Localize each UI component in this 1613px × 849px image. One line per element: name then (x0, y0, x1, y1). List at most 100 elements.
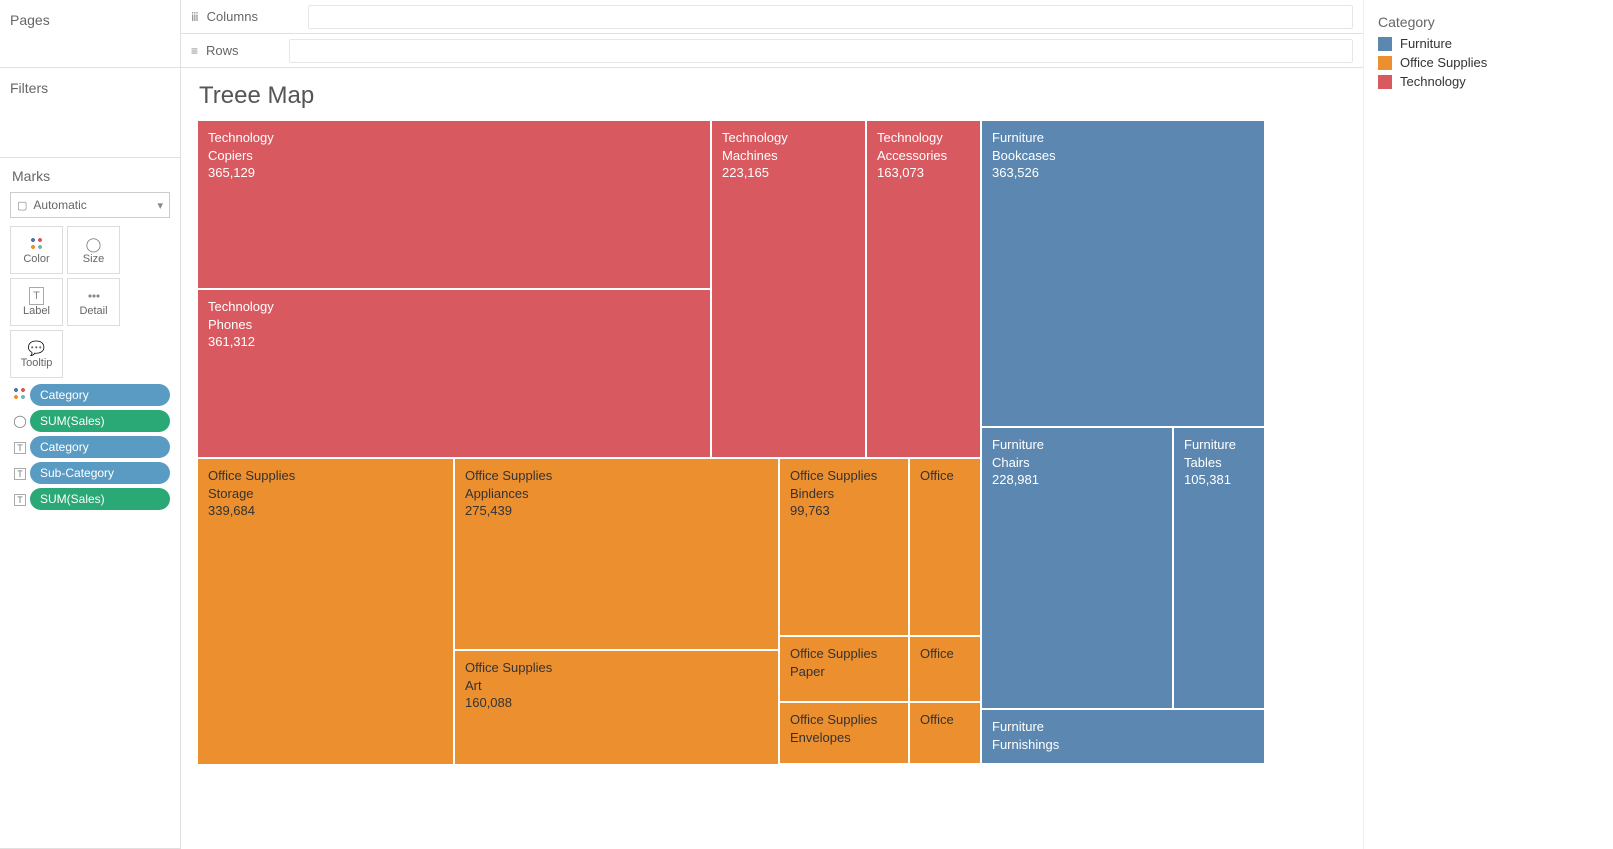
mark-tool-label[interactable]: T Label (10, 278, 63, 326)
cell-subcategory: Machines (722, 147, 855, 165)
columns-icon: ⅲ (191, 10, 199, 24)
cell-subcategory: Bookcases (992, 147, 1254, 165)
treemap-cell[interactable]: FurnitureBookcases363,526 (981, 120, 1265, 427)
cell-value: 365,129 (208, 164, 700, 182)
mark-pill[interactable]: T Sub-Category (10, 462, 170, 484)
pill-type-icon (10, 387, 30, 404)
mark-tool-tooltip[interactable]: 💬 Tooltip (10, 330, 63, 378)
treemap-cell[interactable]: FurnitureTables105,381 (1173, 427, 1265, 709)
cell-subcategory: Furnishings (992, 736, 1254, 754)
cell-category: Furniture (992, 129, 1254, 147)
cell-category: Furniture (992, 436, 1162, 454)
mark-pill[interactable]: Category (10, 384, 170, 406)
treemap-cell[interactable]: FurnitureChairs228,981 (981, 427, 1173, 709)
size-icon: ◯ (86, 235, 102, 253)
treemap-cell[interactable]: TechnologyPhones361,312 (197, 289, 711, 458)
mark-tool-size[interactable]: ◯ Size (67, 226, 120, 274)
color-icon (30, 235, 44, 253)
legend-item-label: Technology (1400, 74, 1466, 89)
mark-pills: Category◯ SUM(Sales)T CategoryT Sub-Cate… (10, 384, 170, 510)
mark-type-label: Automatic (33, 198, 86, 212)
legend-item[interactable]: Furniture (1378, 36, 1599, 51)
mark-tool-detail[interactable]: Detail (67, 278, 120, 326)
legend-item[interactable]: Technology (1378, 74, 1599, 89)
treemap-cell[interactable]: TechnologyCopiers365,129 (197, 120, 711, 289)
pill-type-icon: T (10, 466, 30, 480)
treemap-cell[interactable]: Office (909, 636, 981, 702)
cell-subcategory: Appliances (465, 485, 768, 503)
treemap-cell[interactable]: Office SuppliesBinders99,763 (779, 458, 909, 636)
marks-panel: Marks ▢ Automatic ▾ Color ◯ Size T Label (0, 158, 180, 849)
rows-dropzone[interactable] (289, 39, 1353, 63)
cell-category: Office Supplies (465, 659, 768, 677)
square-icon: ▢ (17, 199, 27, 212)
treemap-cell[interactable]: TechnologyAccessories163,073 (866, 120, 981, 458)
treemap-cell[interactable]: Office (909, 702, 981, 764)
legend-item[interactable]: Office Supplies (1378, 55, 1599, 70)
treemap-cell[interactable]: Office SuppliesStorage339,684 (197, 458, 454, 765)
legend-swatch (1378, 75, 1392, 89)
cell-category: Technology (722, 129, 855, 147)
legend-item-label: Office Supplies (1400, 55, 1487, 70)
mark-tool-label-label: Label (23, 305, 50, 317)
cell-value: 160,088 (465, 694, 768, 712)
treemap-chart[interactable]: TechnologyCopiers365,129TechnologyPhones… (197, 120, 1267, 765)
treemap-cell[interactable]: TechnologyMachines223,165 (711, 120, 866, 458)
treemap-cell[interactable]: FurnitureFurnishings (981, 709, 1265, 764)
filters-panel[interactable]: Filters (0, 68, 180, 158)
cell-subcategory: Envelopes (790, 729, 898, 747)
pages-panel[interactable]: Pages (0, 0, 180, 68)
marks-title: Marks (10, 168, 170, 184)
pill-label: Category (30, 384, 170, 406)
pill-type-icon: T (10, 492, 30, 506)
cell-category: Office (920, 711, 970, 729)
cell-category: Office Supplies (790, 645, 898, 663)
legend-items: Furniture Office Supplies Technology (1378, 36, 1599, 89)
rows-icon: ≡ (191, 44, 198, 58)
mark-pill[interactable]: ◯ SUM(Sales) (10, 410, 170, 432)
detail-icon (87, 287, 101, 305)
rows-shelf[interactable]: ≡ Rows (181, 34, 1363, 68)
cell-category: Office Supplies (465, 467, 768, 485)
tooltip-icon: 💬 (28, 339, 45, 357)
treemap-cell[interactable]: Office SuppliesAppliances275,439 (454, 458, 779, 650)
viz-title[interactable]: Treee Map (199, 82, 1351, 110)
mark-type-dropdown[interactable]: ▢ Automatic ▾ (10, 192, 170, 218)
cell-subcategory: Tables (1184, 454, 1254, 472)
treemap-cell[interactable]: Office SuppliesArt160,088 (454, 650, 779, 765)
pill-label: SUM(Sales) (30, 488, 170, 510)
mark-tool-color[interactable]: Color (10, 226, 63, 274)
pill-label: Category (30, 436, 170, 458)
mark-tool-size-label: Size (83, 253, 104, 265)
columns-dropzone[interactable] (308, 5, 1353, 29)
mark-pill[interactable]: T SUM(Sales) (10, 488, 170, 510)
treemap-cell[interactable]: Office SuppliesEnvelopes (779, 702, 909, 764)
filters-title: Filters (10, 80, 170, 96)
cell-value: 105,381 (1184, 471, 1254, 489)
cell-value: 339,684 (208, 502, 443, 520)
legend-swatch (1378, 37, 1392, 51)
center-pane: ⅲ Columns ≡ Rows Treee Map TechnologyCop… (181, 0, 1363, 849)
pill-label: Sub-Category (30, 462, 170, 484)
cell-category: Technology (877, 129, 970, 147)
cell-subcategory: Paper (790, 663, 898, 681)
mark-pill[interactable]: T Category (10, 436, 170, 458)
rows-label: Rows (206, 43, 239, 58)
cell-category: Furniture (992, 718, 1254, 736)
left-sidebar: Pages Filters Marks ▢ Automatic ▾ Color … (0, 0, 181, 849)
chevron-down-icon: ▾ (157, 199, 163, 212)
cell-value: 275,439 (465, 502, 768, 520)
label-icon: T (29, 287, 44, 305)
app-root: Pages Filters Marks ▢ Automatic ▾ Color … (0, 0, 1613, 849)
cell-category: Technology (208, 129, 700, 147)
cell-subcategory: Accessories (877, 147, 970, 165)
cell-value: 163,073 (877, 164, 970, 182)
columns-label: Columns (207, 9, 258, 24)
cell-category: Office (920, 645, 970, 663)
columns-shelf[interactable]: ⅲ Columns (181, 0, 1363, 34)
treemap-cell[interactable]: Office (909, 458, 981, 636)
cell-subcategory: Phones (208, 316, 700, 334)
legend-title: Category (1378, 14, 1599, 30)
cell-value: 223,165 (722, 164, 855, 182)
treemap-cell[interactable]: Office SuppliesPaper (779, 636, 909, 702)
